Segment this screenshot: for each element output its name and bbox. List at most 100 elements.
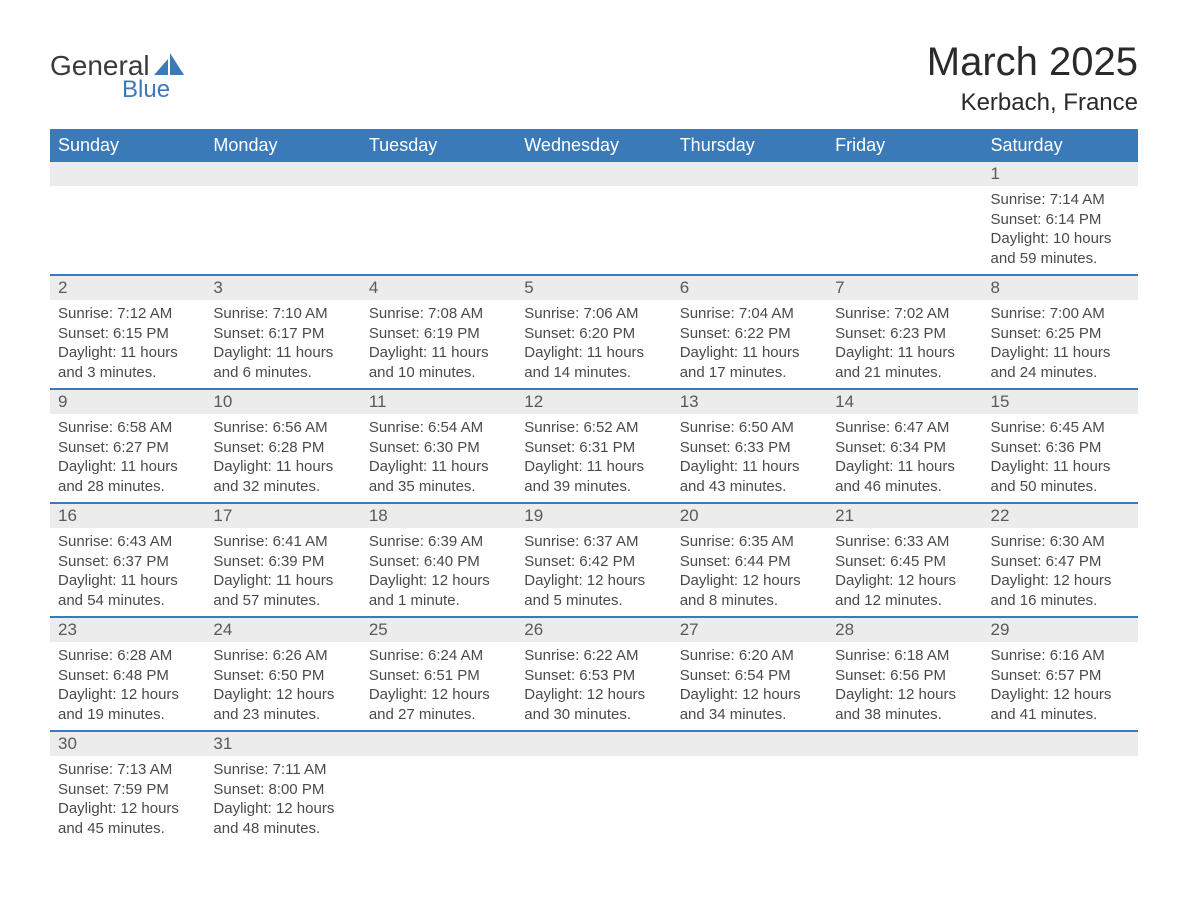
sunrise-line: Sunrise: 6:41 AM — [213, 532, 352, 552]
sunset-line: Sunset: 6:15 PM — [58, 324, 197, 344]
sunset-line: Sunset: 6:14 PM — [991, 210, 1130, 230]
day-number-cell — [983, 731, 1138, 756]
sunset-line: Sunset: 6:31 PM — [524, 438, 663, 458]
daylight-line: Daylight: 12 hours and 19 minutes. — [58, 685, 197, 724]
day-number-cell: 26 — [516, 617, 671, 642]
sunrise-line: Sunrise: 6:45 AM — [991, 418, 1130, 438]
day-number-cell — [516, 162, 671, 186]
day-detail-cell — [361, 756, 516, 844]
sunset-line: Sunset: 6:28 PM — [213, 438, 352, 458]
day-number-cell: 7 — [827, 275, 982, 300]
day-detail-cell: Sunrise: 6:58 AMSunset: 6:27 PMDaylight:… — [50, 414, 205, 503]
sunrise-line: Sunrise: 6:28 AM — [58, 646, 197, 666]
day-detail-cell — [516, 756, 671, 844]
sunrise-line: Sunrise: 6:43 AM — [58, 532, 197, 552]
day-number-cell: 19 — [516, 503, 671, 528]
day-detail-cell — [516, 186, 671, 275]
day-detail-cell — [827, 186, 982, 275]
sunset-line: Sunset: 6:17 PM — [213, 324, 352, 344]
day-number-row: 1 — [50, 162, 1138, 186]
sunrise-line: Sunrise: 6:54 AM — [369, 418, 508, 438]
day-detail-cell: Sunrise: 6:39 AMSunset: 6:40 PMDaylight:… — [361, 528, 516, 617]
sunrise-line: Sunrise: 7:00 AM — [991, 304, 1130, 324]
day-number-cell: 13 — [672, 389, 827, 414]
logo: General Blue — [50, 50, 184, 104]
day-number-cell: 27 — [672, 617, 827, 642]
day-detail-cell: Sunrise: 6:47 AMSunset: 6:34 PMDaylight:… — [827, 414, 982, 503]
sunrise-line: Sunrise: 6:16 AM — [991, 646, 1130, 666]
sunset-line: Sunset: 6:39 PM — [213, 552, 352, 572]
day-detail-cell: Sunrise: 6:16 AMSunset: 6:57 PMDaylight:… — [983, 642, 1138, 731]
sunrise-line: Sunrise: 7:10 AM — [213, 304, 352, 324]
weekday-header: Monday — [205, 129, 360, 162]
weekday-header: Friday — [827, 129, 982, 162]
sunset-line: Sunset: 6:34 PM — [835, 438, 974, 458]
header: General Blue March 2025 Kerbach, France — [50, 40, 1138, 117]
logo-text-blue: Blue — [122, 76, 170, 104]
sunrise-line: Sunrise: 6:58 AM — [58, 418, 197, 438]
day-detail-cell: Sunrise: 6:50 AMSunset: 6:33 PMDaylight:… — [672, 414, 827, 503]
day-detail-cell — [983, 756, 1138, 844]
sunset-line: Sunset: 6:20 PM — [524, 324, 663, 344]
sunset-line: Sunset: 6:25 PM — [991, 324, 1130, 344]
day-number-cell — [205, 162, 360, 186]
day-detail-cell — [672, 756, 827, 844]
daylight-line: Daylight: 11 hours and 43 minutes. — [680, 457, 819, 496]
day-detail-cell — [50, 186, 205, 275]
day-detail-cell — [827, 756, 982, 844]
sunset-line: Sunset: 6:47 PM — [991, 552, 1130, 572]
daylight-line: Daylight: 11 hours and 10 minutes. — [369, 343, 508, 382]
day-detail-cell: Sunrise: 7:02 AMSunset: 6:23 PMDaylight:… — [827, 300, 982, 389]
daylight-line: Daylight: 11 hours and 32 minutes. — [213, 457, 352, 496]
sunrise-line: Sunrise: 6:20 AM — [680, 646, 819, 666]
sunset-line: Sunset: 6:27 PM — [58, 438, 197, 458]
daylight-line: Daylight: 11 hours and 3 minutes. — [58, 343, 197, 382]
sunrise-line: Sunrise: 7:04 AM — [680, 304, 819, 324]
day-detail-cell: Sunrise: 7:10 AMSunset: 6:17 PMDaylight:… — [205, 300, 360, 389]
weekday-header: Tuesday — [361, 129, 516, 162]
logo-sail-icon — [154, 53, 184, 75]
sunrise-line: Sunrise: 6:24 AM — [369, 646, 508, 666]
sunrise-line: Sunrise: 6:35 AM — [680, 532, 819, 552]
day-detail-cell — [672, 186, 827, 275]
sunset-line: Sunset: 6:23 PM — [835, 324, 974, 344]
daylight-line: Daylight: 12 hours and 38 minutes. — [835, 685, 974, 724]
location: Kerbach, France — [927, 89, 1138, 117]
day-detail-row: Sunrise: 6:43 AMSunset: 6:37 PMDaylight:… — [50, 528, 1138, 617]
day-number-cell: 24 — [205, 617, 360, 642]
day-number-cell: 23 — [50, 617, 205, 642]
day-number-cell: 20 — [672, 503, 827, 528]
daylight-line: Daylight: 11 hours and 35 minutes. — [369, 457, 508, 496]
sunrise-line: Sunrise: 6:50 AM — [680, 418, 819, 438]
day-detail-cell: Sunrise: 6:24 AMSunset: 6:51 PMDaylight:… — [361, 642, 516, 731]
day-detail-cell: Sunrise: 6:41 AMSunset: 6:39 PMDaylight:… — [205, 528, 360, 617]
sunrise-line: Sunrise: 7:13 AM — [58, 760, 197, 780]
day-number-cell — [672, 731, 827, 756]
daylight-line: Daylight: 10 hours and 59 minutes. — [991, 229, 1130, 268]
sunset-line: Sunset: 6:19 PM — [369, 324, 508, 344]
day-number-row: 9101112131415 — [50, 389, 1138, 414]
sunset-line: Sunset: 6:50 PM — [213, 666, 352, 686]
daylight-line: Daylight: 12 hours and 1 minute. — [369, 571, 508, 610]
day-detail-cell: Sunrise: 6:33 AMSunset: 6:45 PMDaylight:… — [827, 528, 982, 617]
daylight-line: Daylight: 12 hours and 34 minutes. — [680, 685, 819, 724]
day-number-cell: 21 — [827, 503, 982, 528]
day-number-cell: 6 — [672, 275, 827, 300]
daylight-line: Daylight: 11 hours and 54 minutes. — [58, 571, 197, 610]
sunset-line: Sunset: 6:56 PM — [835, 666, 974, 686]
sunset-line: Sunset: 6:22 PM — [680, 324, 819, 344]
day-number-cell: 29 — [983, 617, 1138, 642]
day-number-cell: 17 — [205, 503, 360, 528]
day-detail-cell: Sunrise: 7:06 AMSunset: 6:20 PMDaylight:… — [516, 300, 671, 389]
daylight-line: Daylight: 11 hours and 57 minutes. — [213, 571, 352, 610]
day-detail-cell — [205, 186, 360, 275]
day-detail-cell: Sunrise: 6:35 AMSunset: 6:44 PMDaylight:… — [672, 528, 827, 617]
day-number-row: 23242526272829 — [50, 617, 1138, 642]
sunrise-line: Sunrise: 6:47 AM — [835, 418, 974, 438]
sunrise-line: Sunrise: 7:11 AM — [213, 760, 352, 780]
sunrise-line: Sunrise: 7:02 AM — [835, 304, 974, 324]
weekday-header: Saturday — [983, 129, 1138, 162]
daylight-line: Daylight: 12 hours and 48 minutes. — [213, 799, 352, 838]
day-detail-cell: Sunrise: 6:20 AMSunset: 6:54 PMDaylight:… — [672, 642, 827, 731]
day-detail-row: Sunrise: 6:28 AMSunset: 6:48 PMDaylight:… — [50, 642, 1138, 731]
